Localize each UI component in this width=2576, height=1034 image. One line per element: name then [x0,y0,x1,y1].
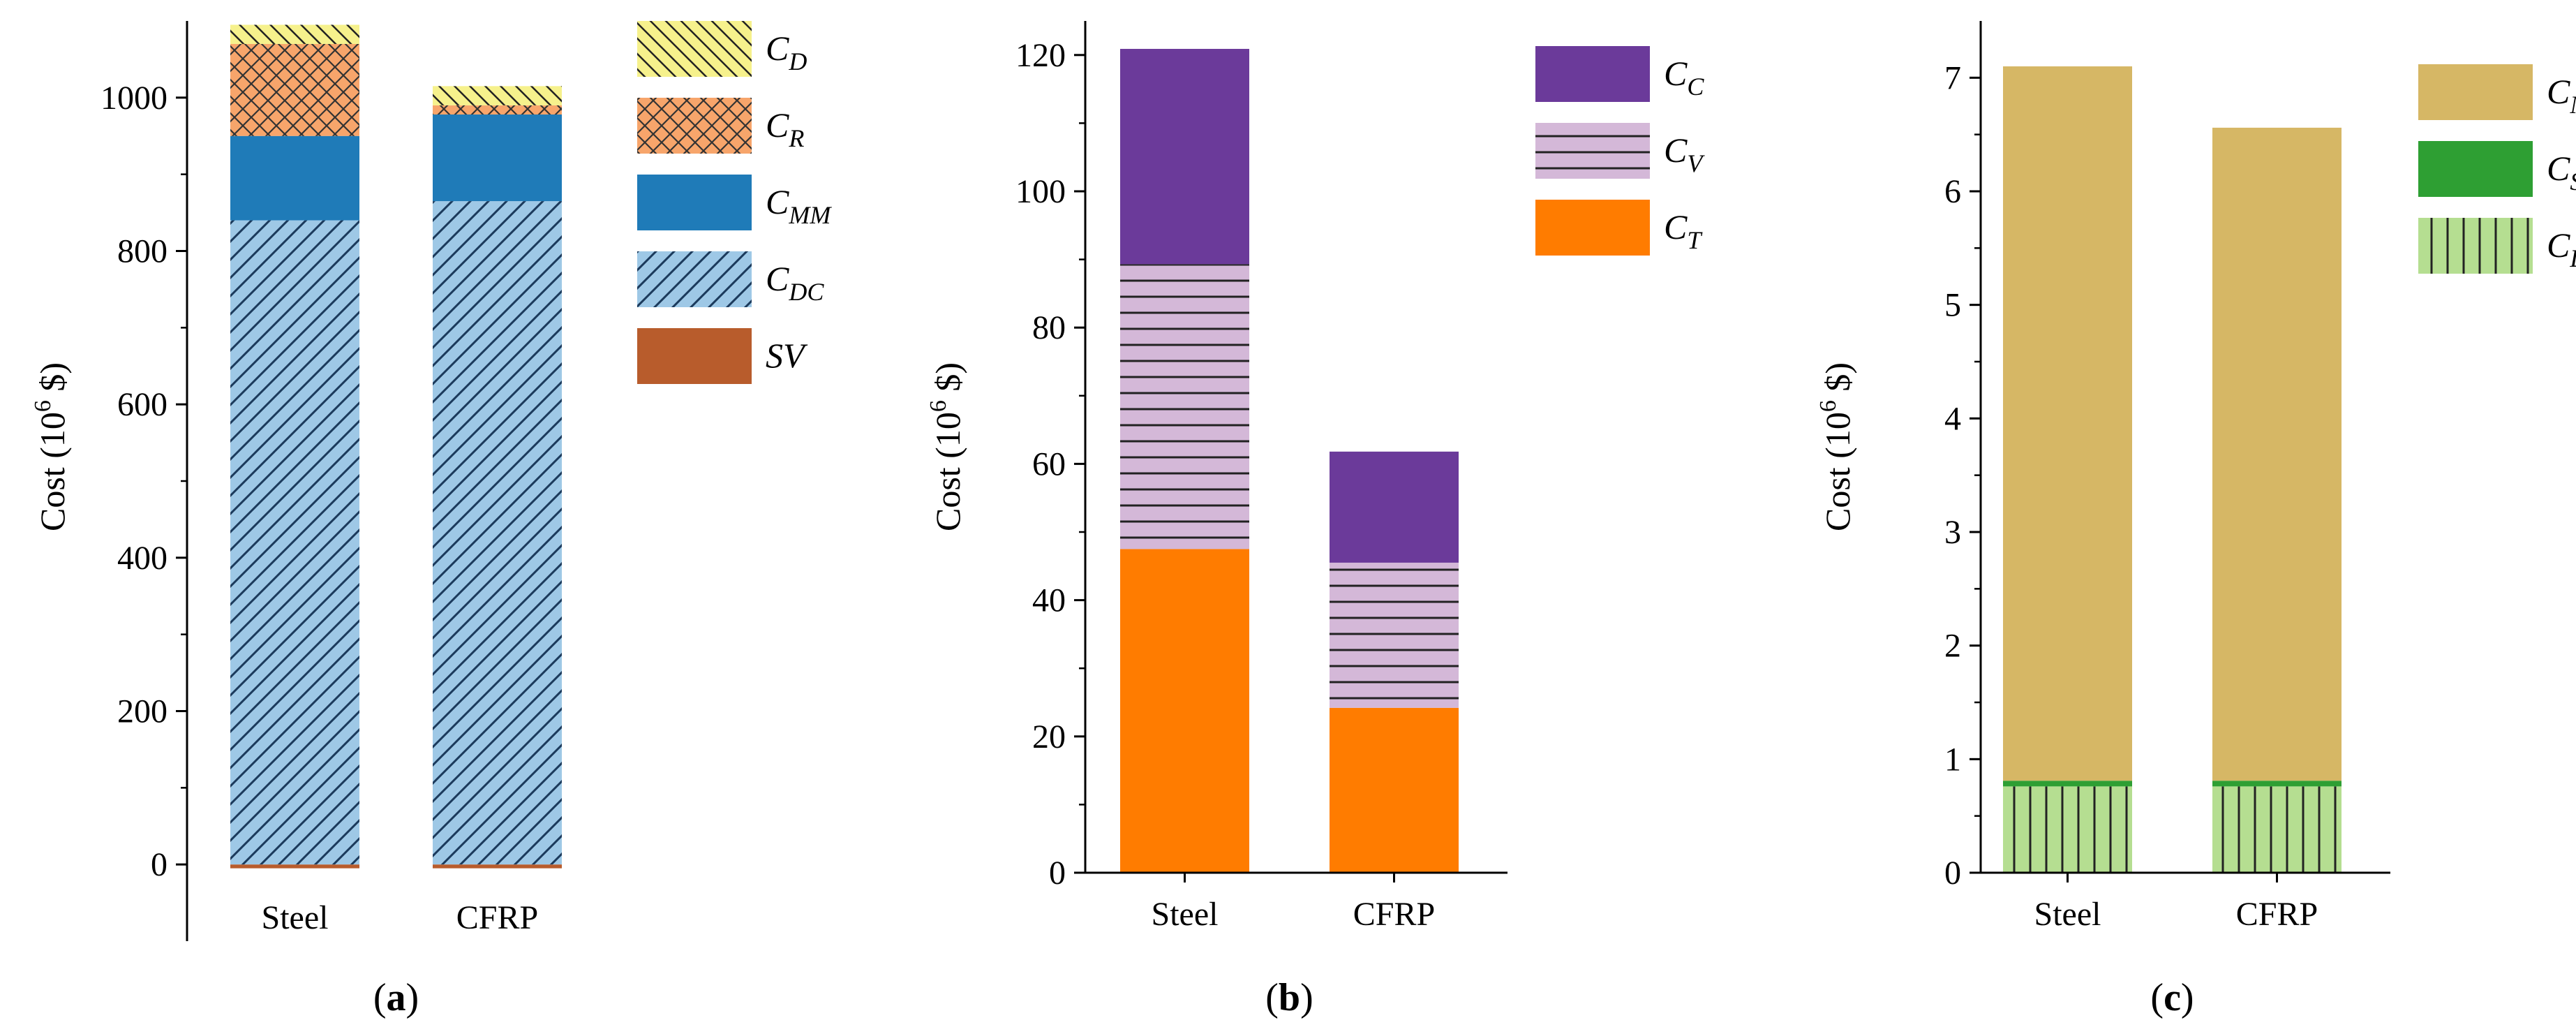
y-tick-label: 5 [1944,287,1961,324]
x-tick-label: CFRP [1353,896,1435,933]
bar-hatch-cl-cfrp [2212,786,2342,873]
legend: CC CV CT [1535,46,1705,256]
bar-hatch-cl-steel [2003,786,2132,873]
bar-hatch-cv-steel [1120,264,1249,549]
legend-swatch-hatch-cr [637,98,752,154]
legend-swatch-cn [2418,64,2533,120]
y-tick-label: 800 [117,233,167,270]
bar-ct-steel [1120,549,1249,873]
legend-label-cr: CR [766,105,804,152]
legend-label-ct: CT [1664,207,1703,254]
bar-cc-steel [1120,49,1249,265]
legend-swatch-hatch-cdc [637,251,752,307]
legend-swatch-cs [2418,141,2533,197]
bar-hatch-cd-steel [230,24,359,44]
y-tick-label: 200 [117,693,167,730]
y-tick-label: 1000 [100,80,167,117]
bar-cmm-steel [230,135,359,221]
y-tick-label: 3 [1944,514,1961,551]
legend-label-cmm: CMM [766,182,832,229]
bar-hatch-cdc-steel [230,220,359,865]
chart-panel-b: 0 20 40 60 80 100 120 Steel CFRP Cost (106 $) CC CV… [925,21,1705,1019]
legend-swatch-cc [1535,46,1650,102]
x-tick-label: CFRP [456,899,538,936]
legend-label-cl: CL [2547,226,2576,272]
legend-label-cs: CS [2547,149,2576,195]
legend-swatch-hatch-cd [637,21,752,77]
bar-ct-cfrp [1330,707,1459,873]
panel-label: (b) [1265,976,1313,1019]
panel-label: (a) [373,976,419,1019]
x-tick-label: CFRP [2236,896,2318,933]
bar-cs-steel [2003,781,2132,787]
y-tick-label: 0 [151,846,167,883]
bar-hatch-cr-cfrp [433,105,562,115]
bar-hatch-cr-steel [230,43,359,136]
y-tick-label: 1 [1944,741,1961,778]
legend-label-cdc: CDC [766,259,824,306]
legend-label-cd: CD [766,29,807,75]
legend-swatch-cmm [637,175,752,230]
legend-label-sv: SV [766,336,808,375]
legend-swatch-hatch-cv [1535,123,1650,179]
bar-hatch-cv-cfrp [1330,562,1459,708]
bar-sv-steel [230,864,359,869]
bar-hatch-cdc-cfrp [433,201,562,865]
y-tick-label: 400 [117,540,167,577]
x-tick-label: Steel [262,899,329,936]
legend-label-cv: CV [1664,131,1705,177]
y-tick-label: 0 [1944,855,1961,892]
bar-cn-cfrp [2212,127,2342,781]
bar-sv-cfrp [433,864,562,869]
legend-swatch-hatch-cl [2418,218,2533,274]
y-tick-label: 4 [1944,400,1961,437]
chart-panel-a: 0 200 400 600 800 1000 Steel CFRP Cost (106 $) CD… [30,21,832,1019]
bar-cn-steel [2003,66,2132,781]
legend-label-cc: CC [1664,54,1704,101]
bar-hatch-cd-cfrp [433,86,562,105]
y-tick-label: 120 [1015,37,1066,74]
y-tick-label: 80 [1032,309,1066,346]
bar-cmm-cfrp [433,114,562,202]
legend-swatch-ct [1535,200,1650,256]
bar-cc-cfrp [1330,451,1459,563]
y-tick-label: 600 [117,386,167,423]
y-tick-label: 2 [1944,628,1961,665]
y-tick-label: 100 [1015,173,1066,210]
panel-label: (c) [2150,976,2194,1019]
y-tick-label: 20 [1032,718,1066,755]
legend-label-cn: CN [2547,72,2576,119]
y-axis-label: Cost (106 $) [925,362,967,531]
y-tick-label: 7 [1944,59,1961,96]
bar-cs-cfrp [2212,781,2342,787]
y-axis-label: Cost (106 $) [1815,362,1857,531]
y-tick-label: 0 [1049,855,1066,892]
legend: CD CR CMM CDC SV [637,21,832,384]
y-axis-label: Cost (106 $) [30,362,72,531]
y-tick-label: 60 [1032,445,1066,482]
x-tick-label: Steel [2034,896,2101,933]
chart-panel-c: 0 1 2 3 4 5 6 7 Steel CFRP Cost (106 $) CN CS CL (c) [1815,21,2576,1019]
y-tick-label: 40 [1032,582,1066,619]
legend: CN CS CL [2418,64,2576,274]
x-tick-label: Steel [1152,896,1219,933]
y-tick-label: 6 [1944,173,1961,210]
legend-swatch-sv [637,328,752,384]
